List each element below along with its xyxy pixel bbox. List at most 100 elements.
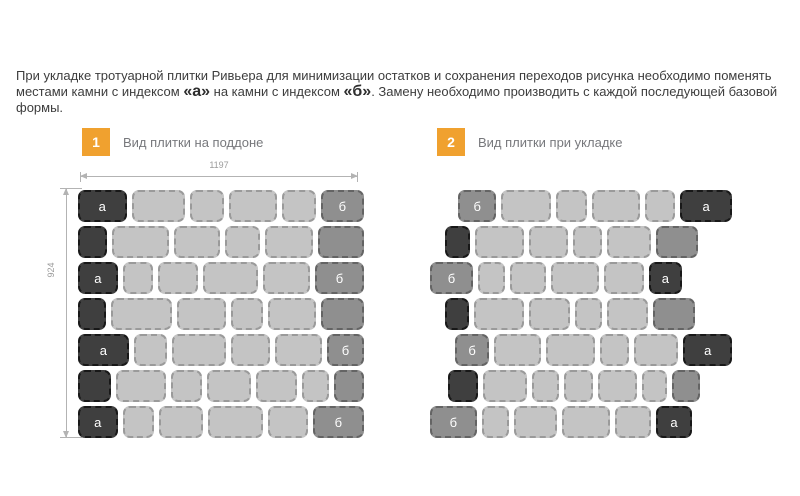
- tile: [158, 262, 198, 294]
- tile: [202, 262, 258, 294]
- tile: [231, 334, 271, 366]
- tile: [275, 334, 322, 366]
- tile: [633, 334, 679, 366]
- section-number-badge-2: 2: [437, 128, 465, 156]
- tile: [301, 370, 330, 402]
- tile: [607, 298, 648, 330]
- tile-b: б: [455, 334, 490, 366]
- tile: [477, 262, 505, 294]
- tile: [641, 370, 667, 402]
- tile: [282, 190, 316, 222]
- tile: [546, 334, 595, 366]
- tile: [529, 226, 569, 258]
- tile: [131, 190, 186, 222]
- tile-b: б: [430, 262, 473, 294]
- tile: [655, 226, 698, 258]
- tile: [473, 298, 525, 330]
- tile: [78, 226, 107, 258]
- tile: [445, 298, 469, 330]
- tile: [671, 370, 700, 402]
- tile: [176, 298, 227, 330]
- tile-row: [445, 298, 695, 330]
- tile: [122, 406, 155, 438]
- width-dimension-line: [80, 172, 358, 182]
- tile: [573, 226, 602, 258]
- tile: [532, 370, 560, 402]
- tile: [591, 190, 640, 222]
- section-title-laying: Вид плитки при укладке: [478, 134, 623, 150]
- tile-b: б: [312, 406, 364, 438]
- tile: [225, 226, 260, 258]
- tile-row: [448, 370, 700, 402]
- tile-a: а: [78, 262, 118, 294]
- tile: [264, 226, 313, 258]
- tile-b: б: [314, 262, 364, 294]
- tile-a: а: [680, 190, 732, 222]
- tile: [494, 334, 542, 366]
- dimension-arrow-right-icon: [351, 173, 358, 179]
- dimension-arrow-left-icon: [80, 173, 87, 179]
- tile: [111, 298, 172, 330]
- tile: [317, 226, 364, 258]
- tile-a: а: [683, 334, 732, 366]
- tile: [133, 334, 167, 366]
- tile-b: б: [458, 190, 497, 222]
- tile: [575, 298, 603, 330]
- tile: [116, 370, 166, 402]
- tile-a: а: [78, 406, 118, 438]
- tile: [445, 226, 470, 258]
- tile: [78, 298, 107, 330]
- intro-part2: на камни с индексом: [210, 84, 344, 99]
- intro-part3: . Замену необходимо производить с каждой…: [16, 84, 778, 115]
- section-number-badge-1: 1: [82, 128, 110, 156]
- tile: [78, 370, 112, 402]
- intro-text: При укладке тротуарной плитки Ривьера дл…: [16, 68, 788, 116]
- tile-b: б: [320, 190, 364, 222]
- tile: [190, 190, 224, 222]
- height-dimension-line: [60, 188, 82, 438]
- tile: [509, 262, 547, 294]
- tile: [483, 370, 528, 402]
- tile: [448, 370, 479, 402]
- tile: [597, 370, 637, 402]
- section-title-pallet: Вид плитки на поддоне: [123, 134, 264, 150]
- tile-row: [445, 226, 698, 258]
- tile: [564, 370, 593, 402]
- index-a-label: «а»: [183, 83, 211, 100]
- tile-a: а: [656, 406, 692, 438]
- tile-a: а: [78, 334, 129, 366]
- tile: [111, 226, 170, 258]
- tile-a: а: [78, 190, 127, 222]
- tile: [174, 226, 221, 258]
- tile: [268, 298, 316, 330]
- tile-row: [78, 298, 364, 330]
- tile-row: [78, 370, 364, 402]
- intro-part1: При укладке тротуарной плитки Ривьера дл…: [16, 68, 772, 99]
- tile: [652, 298, 695, 330]
- tile: [556, 190, 587, 222]
- tile-b: б: [430, 406, 477, 438]
- tile: [228, 190, 278, 222]
- section-header-pallet: 1 Вид плитки на поддоне: [82, 128, 263, 156]
- tile: [501, 190, 552, 222]
- tile: [170, 370, 203, 402]
- tile: [171, 334, 227, 366]
- tile: [599, 334, 629, 366]
- dimension-arrow-up-icon: [63, 188, 69, 195]
- tile: [262, 262, 310, 294]
- tile: [268, 406, 308, 438]
- tile: [513, 406, 557, 438]
- tile: [207, 406, 264, 438]
- tile: [561, 406, 611, 438]
- tile: [481, 406, 509, 438]
- tile: [231, 298, 264, 330]
- tile: [644, 190, 676, 222]
